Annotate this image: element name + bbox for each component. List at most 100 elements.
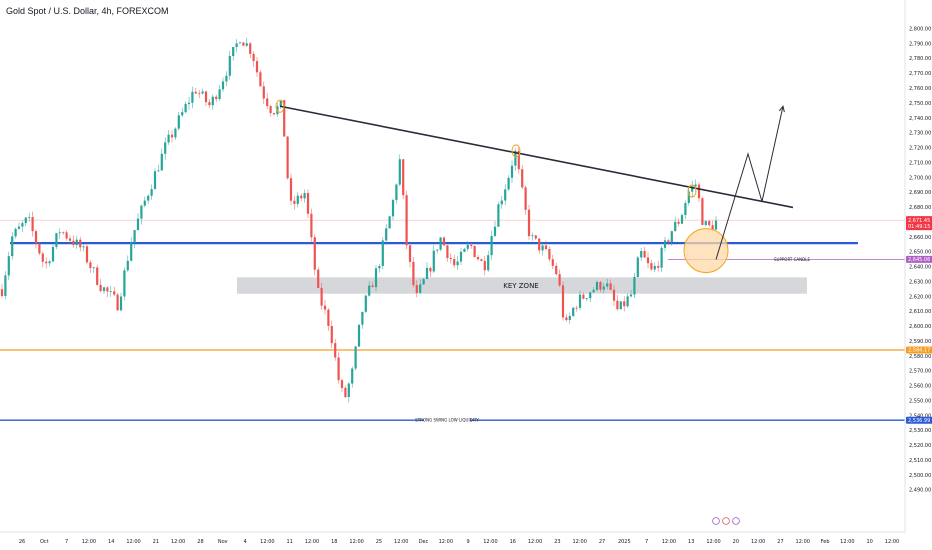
candle-down: [616, 295, 619, 311]
price-tick-label: 2,800.00: [909, 26, 931, 32]
candle-body: [255, 61, 259, 73]
time-tick-label: 18: [331, 539, 337, 545]
candle-body: [599, 282, 602, 290]
candle-down: [252, 51, 255, 67]
economic-event-icon[interactable]: [712, 517, 720, 525]
candle-up: [191, 86, 194, 109]
candle-up: [225, 71, 228, 87]
candle-up: [510, 160, 514, 183]
candle-body: [422, 278, 425, 285]
key-zone: [237, 277, 807, 294]
candle-body: [306, 193, 310, 214]
candle-down: [41, 251, 44, 268]
candle-body: [218, 89, 221, 100]
candle-body: [106, 287, 109, 292]
candle-down: [96, 265, 99, 286]
candle-body: [714, 220, 718, 230]
time-tick-label: Nov: [218, 539, 228, 545]
candle-body: [55, 233, 58, 247]
candle-down: [337, 352, 340, 384]
candle-up: [653, 262, 656, 273]
candle-up: [381, 237, 384, 270]
candle-up: [181, 107, 184, 118]
orange-price-tag-bg: [906, 346, 932, 354]
projection-arrow-head: [778, 105, 785, 113]
candle-body: [582, 294, 585, 299]
candle-down: [0, 283, 4, 298]
candle-up: [395, 183, 398, 204]
current-price-tag-bg: [906, 216, 932, 231]
candle-body: [470, 244, 473, 246]
candle-body: [626, 296, 629, 307]
candle-body: [616, 300, 619, 310]
candle-body: [34, 231, 38, 244]
candle-up: [670, 230, 673, 246]
candle-body: [21, 223, 24, 227]
candle-down: [204, 90, 208, 107]
candle-down: [215, 94, 218, 103]
blue-price-tag-bg: [906, 416, 932, 424]
price-tick-label: 2,660.00: [909, 235, 931, 241]
candle-up: [164, 137, 167, 160]
candle-down: [558, 269, 561, 288]
candle-up: [541, 241, 544, 256]
candle-body: [153, 171, 157, 190]
candle-up: [228, 50, 231, 80]
candle-body: [68, 238, 72, 241]
candle-down: [327, 308, 330, 331]
candle-down: [483, 255, 486, 276]
candle-down: [38, 242, 41, 256]
candle-body: [368, 285, 371, 296]
candle-body: [538, 238, 541, 251]
candle-down: [259, 69, 262, 87]
candle-up: [368, 281, 371, 297]
candle-down: [289, 173, 293, 206]
candle-body: [7, 256, 10, 276]
price-tick-label: 2,770.00: [909, 71, 931, 77]
time-axis[interactable]: 26 Oct 7 12:00 14 12:00 21 12:00 28 Nov 4 12:00 11 12…: [0, 531, 905, 545]
candle-body: [402, 159, 405, 196]
economic-event-icon[interactable]: [732, 517, 740, 525]
candle-body: [211, 96, 214, 106]
candle-down: [68, 235, 72, 245]
candle-up: [385, 224, 388, 245]
candle-body: [351, 368, 354, 384]
descending-trendline: [279, 105, 794, 209]
candle-body: [412, 261, 415, 286]
drawings: [275, 99, 794, 525]
candle-up: [211, 94, 214, 110]
candle-up: [680, 213, 684, 225]
candle-body: [65, 232, 68, 239]
price-axis[interactable]: 2,800.00 2,790.00 2,780.00 2,770.00 2,760.00…: [904, 0, 931, 532]
candle-body: [215, 96, 218, 100]
current-price-text: 2,671.45: [908, 218, 930, 224]
candle-body: [245, 43, 248, 46]
candle-up: [674, 216, 677, 232]
candle-body: [45, 261, 48, 264]
candle-body: [225, 75, 228, 82]
candle-body: [534, 235, 537, 239]
candle-body: [660, 247, 663, 268]
candle-body: [58, 232, 61, 234]
candle-body: [317, 269, 320, 288]
candle-body: [483, 260, 486, 271]
candle-body: [473, 245, 476, 258]
candle-down: [548, 246, 551, 262]
candle-body: [415, 285, 418, 293]
time-tick-label: 25: [376, 539, 382, 545]
candle-body: [347, 383, 350, 398]
candle-up: [351, 366, 354, 388]
candle-up: [296, 191, 299, 208]
candle-body: [466, 244, 469, 249]
candle-body: [208, 102, 211, 106]
price-tick-label: 2,580.00: [909, 354, 931, 360]
candle-body: [697, 184, 701, 199]
economic-event-icon[interactable]: [722, 517, 730, 525]
candle-up: [704, 220, 707, 227]
candle-up: [456, 255, 459, 270]
candle-down: [470, 242, 473, 249]
candle-body: [374, 268, 378, 288]
candle-up: [92, 266, 95, 273]
time-tick-label: 16: [510, 539, 516, 545]
